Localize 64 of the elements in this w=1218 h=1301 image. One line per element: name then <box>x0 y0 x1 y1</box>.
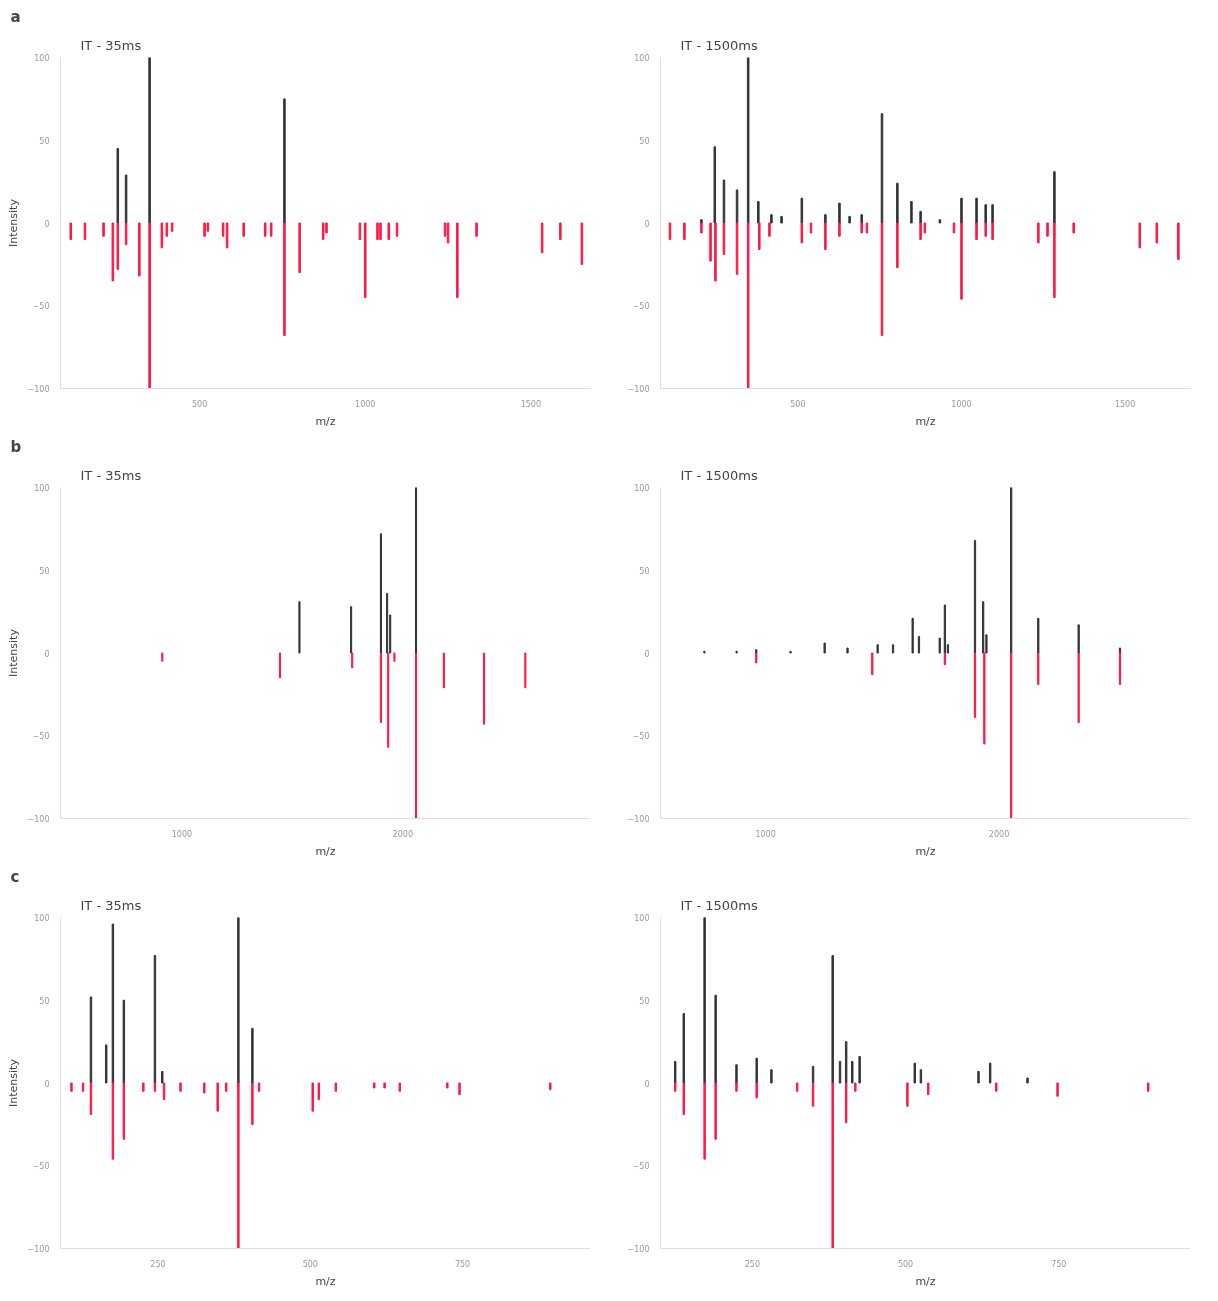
y-tick-label: 100 <box>634 914 650 923</box>
x-tick-label: 500 <box>302 1259 318 1269</box>
x-tick-label: 1000 <box>755 829 776 839</box>
y-tick-label: −50 <box>632 732 650 742</box>
y-tick-label: 0 <box>644 219 650 229</box>
y-axis-title: Intensity <box>6 1058 20 1107</box>
x-tick-label: 750 <box>454 1259 471 1269</box>
y-tick-label: −50 <box>32 732 50 742</box>
y-tick-label: −50 <box>32 302 50 312</box>
x-tick-label: 500 <box>790 399 806 409</box>
y-tick-label: −100 <box>27 1245 50 1254</box>
y-tick-label: −50 <box>632 1162 650 1172</box>
x-axis-title: m/z <box>315 1274 336 1288</box>
y-tick-label: 0 <box>644 649 650 659</box>
x-tick-label: 750 <box>1051 1259 1067 1269</box>
y-tick-label: −50 <box>32 1162 50 1172</box>
x-tick-label: 500 <box>897 1259 914 1269</box>
y-tick-label: 50 <box>39 136 50 146</box>
x-tick-label: 1500 <box>520 399 542 409</box>
x-axis-title: m/z <box>315 414 336 428</box>
x-axis-title: m/z <box>915 1274 936 1288</box>
y-tick-label: −100 <box>27 385 50 394</box>
y-tick-label: 100 <box>634 484 650 493</box>
x-tick-label: 1000 <box>951 399 972 409</box>
x-tick-label: 1000 <box>171 829 193 839</box>
y-tick-label: 100 <box>34 484 50 493</box>
x-tick-label: 2000 <box>988 829 1010 839</box>
chart-title: IT - 1500ms <box>680 897 758 913</box>
y-tick-label: 0 <box>644 1079 650 1089</box>
y-axis-title: Intensity <box>6 628 20 677</box>
y-tick-label: −100 <box>627 1245 650 1254</box>
x-tick-label: 1500 <box>1114 399 1136 409</box>
y-tick-label: 50 <box>639 996 650 1006</box>
y-tick-label: 50 <box>39 996 50 1006</box>
x-tick-label: 1000 <box>355 399 376 409</box>
y-tick-label: 50 <box>39 566 50 576</box>
y-tick-label: 0 <box>44 1079 50 1089</box>
y-tick-label: −100 <box>627 815 650 824</box>
y-tick-label: −100 <box>27 815 50 824</box>
y-tick-label: 50 <box>639 136 650 146</box>
chart-title: IT - 1500ms <box>680 37 758 53</box>
x-tick-label: 250 <box>744 1259 761 1269</box>
y-tick-label: 0 <box>44 219 50 229</box>
text: a <box>10 7 21 26</box>
y-tick-label: −100 <box>627 385 650 394</box>
x-tick-label: 250 <box>150 1259 166 1269</box>
y-tick-label: 100 <box>34 54 50 63</box>
y-axis-title: Intensity <box>6 198 20 247</box>
chart-title: IT - 35ms <box>80 467 142 483</box>
y-tick-label: 50 <box>639 566 650 576</box>
x-tick-label: 2000 <box>392 829 413 839</box>
x-tick-label: 500 <box>191 399 208 409</box>
chart-title: IT - 1500ms <box>680 467 758 483</box>
x-axis-title: m/z <box>315 844 336 858</box>
x-axis-title: m/z <box>915 844 936 858</box>
y-tick-label: −50 <box>632 302 650 312</box>
y-tick-label: 100 <box>634 54 650 63</box>
chart-title: IT - 35ms <box>80 37 142 53</box>
y-tick-label: 0 <box>44 649 50 659</box>
y-tick-label: 100 <box>34 914 50 923</box>
chart-title: IT - 35ms <box>80 897 142 913</box>
text: c <box>10 867 20 886</box>
text: b <box>10 437 22 456</box>
x-axis-title: m/z <box>915 414 936 428</box>
